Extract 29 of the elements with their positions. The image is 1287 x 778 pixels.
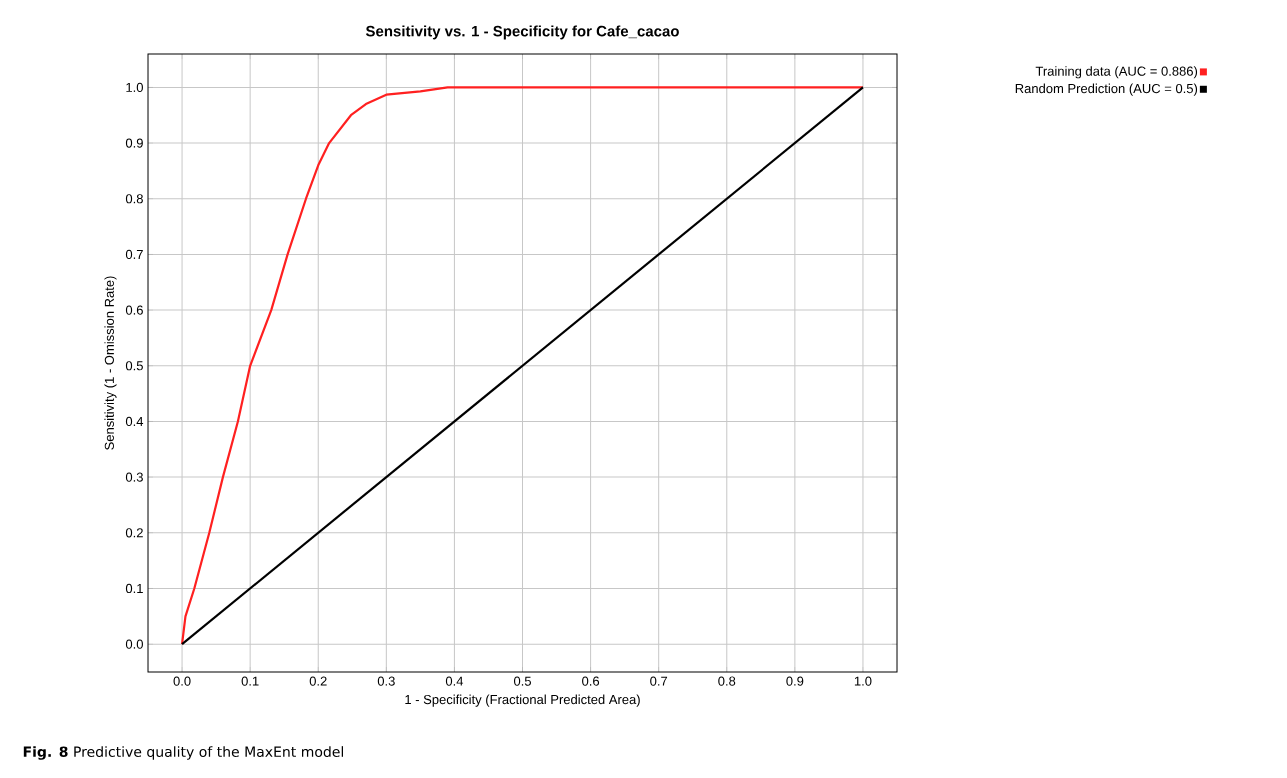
y-tick-label: 0.7: [125, 249, 143, 260]
y-tick-label: 0.0: [125, 639, 143, 649]
x-tick-label: 0.9: [786, 676, 804, 686]
x-tick-label: 0.8: [718, 676, 736, 686]
chart-title: Sensitivity vs. 1 - Specificity for Cafe_cacao: [365, 25, 679, 40]
y-tick-label: 0.3: [125, 472, 143, 482]
legend-label: Training data (AUC = 0.886): [1035, 66, 1198, 79]
y-tick-label: 0.9: [125, 138, 143, 148]
y-tick-label: 0.6: [125, 305, 143, 315]
x-tick-label: 0.3: [377, 676, 395, 686]
legend-label: Random Prediction (AUC = 0.5): [1015, 83, 1198, 96]
x-tick-label: 0.0: [173, 676, 191, 686]
x-axis-title: 1 - Specificity (Fractional Predicted Area): [405, 694, 640, 707]
y-axis-title: Sensitivity (1 - Omission Rate): [104, 276, 117, 450]
y-tick-label: 1.0: [126, 82, 143, 92]
x-tick-label: 0.5: [513, 676, 531, 686]
text: Fig. 8 Predictive quality of the MaxEnt model: [23, 746, 343, 760]
x-tick-label: 0.2: [309, 676, 327, 686]
y-tick-label: 0.8: [125, 194, 143, 204]
x-tick-label: 0.6: [582, 676, 600, 686]
x-tick-label: 0.1: [241, 676, 259, 686]
line-series: [180, 86, 865, 646]
y-tick-label: 0.2: [125, 528, 143, 538]
x-tick-label: 1.0: [854, 676, 872, 686]
y-tick-label: 0.5: [125, 361, 143, 371]
x-tick-label: 0.4: [445, 676, 464, 686]
y-tick-label: 0.1: [125, 583, 143, 594]
y-tick-label: 0.4: [125, 416, 144, 427]
x-tick-label: 0.7: [650, 676, 668, 686]
